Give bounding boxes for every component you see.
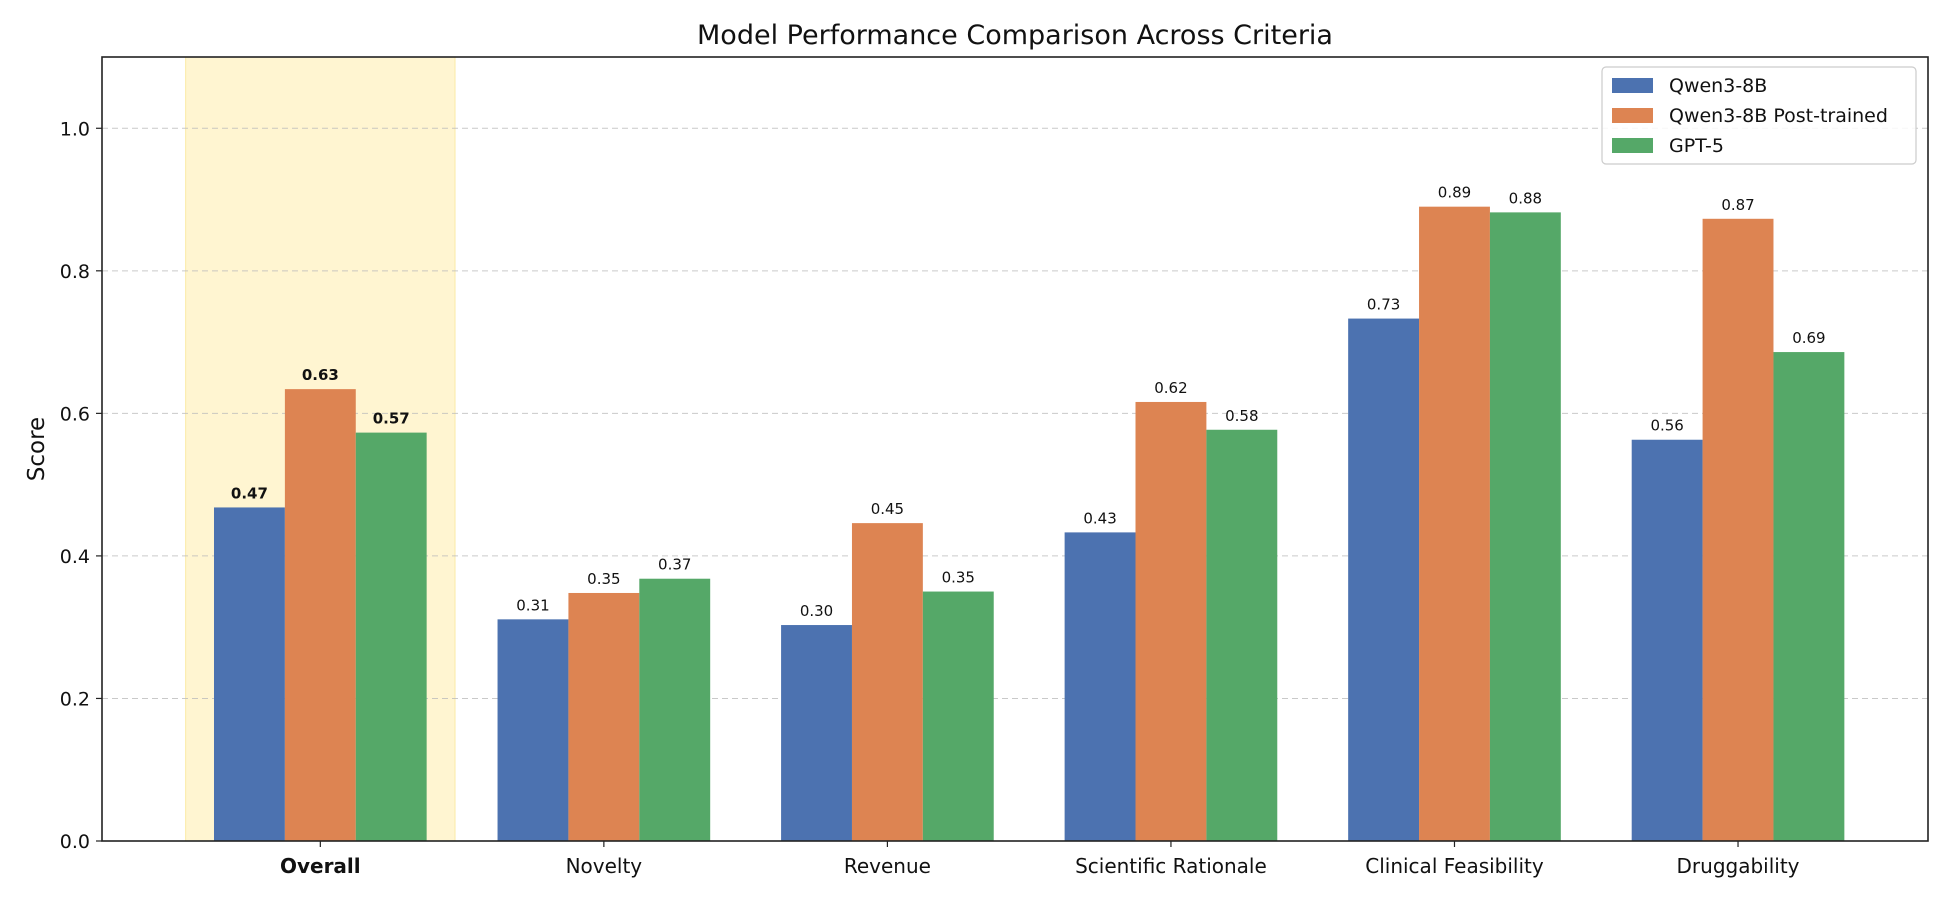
data-label: 0.56	[1650, 417, 1683, 435]
bar	[1631, 439, 1703, 841]
bar	[1773, 352, 1845, 841]
bar	[568, 592, 640, 841]
bar	[1206, 429, 1278, 841]
bar	[781, 625, 852, 841]
y-tick-label: 0.2	[60, 688, 90, 710]
data-label: 0.35	[587, 570, 620, 588]
data-label: 0.43	[1083, 509, 1116, 527]
bar	[284, 389, 356, 841]
x-tick-label: Novelty	[566, 854, 643, 878]
bar	[639, 578, 711, 841]
axes-frame	[101, 56, 1929, 842]
data-label: 0.31	[516, 596, 549, 614]
data-label: 0.87	[1721, 196, 1754, 214]
y-tick-label: 0.0	[60, 831, 90, 853]
legend-label: GPT-5	[1669, 135, 1724, 157]
x-tick-label: Scientific Rationale	[1075, 854, 1267, 878]
y-axis-label: Score	[24, 417, 50, 481]
data-label: 0.63	[302, 366, 339, 384]
bar	[1489, 212, 1561, 842]
data-label: 0.37	[658, 556, 691, 574]
data-label: 0.45	[871, 500, 904, 518]
y-tick-label: 0.4	[60, 546, 90, 568]
bar	[355, 432, 427, 841]
data-label: 0.73	[1367, 296, 1400, 314]
y-tick-label: 1.0	[60, 118, 90, 140]
legend-box	[1601, 66, 1917, 165]
bar	[922, 591, 994, 841]
data-label: 0.69	[1792, 329, 1825, 347]
x-tick-label: Overall	[280, 854, 361, 878]
y-tick-label: 0.8	[60, 261, 90, 283]
x-tick-label: Clinical Feasibility	[1365, 854, 1544, 878]
legend-label: Qwen3-8B Post-trained	[1669, 105, 1888, 127]
bar	[851, 523, 923, 841]
data-label: 0.89	[1438, 184, 1471, 202]
data-label: 0.30	[800, 602, 833, 620]
legend-swatch	[1612, 108, 1653, 123]
chart-title: Model Performance Comparison Across Crit…	[697, 20, 1333, 51]
bar	[1064, 532, 1136, 841]
data-label: 0.88	[1509, 189, 1542, 207]
legend-label: Qwen3-8B	[1669, 75, 1767, 97]
bar	[1419, 206, 1490, 841]
legend-swatch	[1612, 78, 1653, 93]
legend: Qwen3-8B Qwen3-8B Post-trained GPT-5	[1601, 66, 1917, 165]
data-label: 0.62	[1154, 379, 1187, 397]
bar	[1135, 401, 1207, 841]
data-label: 0.58	[1225, 407, 1258, 425]
bar	[1702, 218, 1774, 842]
bar	[497, 619, 569, 841]
bar	[213, 507, 285, 841]
data-label: 0.47	[231, 484, 268, 502]
bar	[1348, 318, 1420, 841]
y-tick-label: 0.6	[60, 403, 90, 425]
data-label: 0.35	[942, 569, 975, 587]
x-tick-label: Revenue	[844, 854, 931, 878]
data-label: 0.57	[373, 410, 410, 428]
x-tick-label: Druggability	[1677, 854, 1800, 878]
legend-swatch	[1612, 138, 1653, 153]
